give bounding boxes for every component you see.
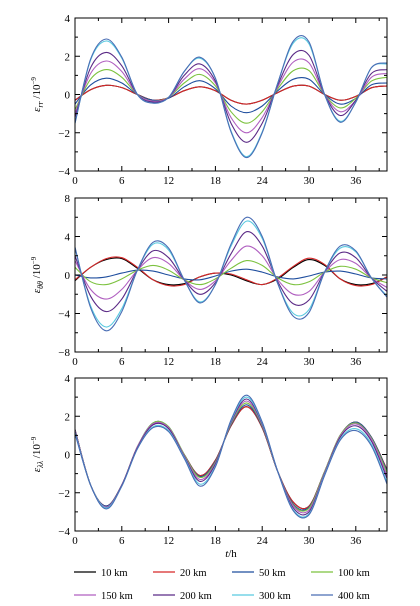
top-series-line-400km (75, 34, 387, 159)
middle-y-axis-label: εθθ /10−9 (30, 256, 45, 293)
bottom-x-tick-label: 12 (163, 535, 174, 547)
legend-label: 20 km (180, 568, 207, 579)
middle-y-tick-label: −8 (58, 347, 70, 359)
top-y-tick-label: −2 (58, 128, 70, 140)
top-x-tick-label: 24 (257, 175, 269, 187)
legend: 10 km 20 km 50 km 100 km 150 km 200 km 300 km 4… (74, 568, 370, 602)
middle-x-tick-label: 24 (257, 356, 269, 368)
bottom-x-tick-label: 6 (119, 535, 125, 547)
bottom-series-line-300km (75, 396, 387, 518)
top-series-line-300km (75, 37, 387, 158)
legend-label: 100 km (338, 568, 370, 579)
middle-panel: 0 6 12 18 24 30 36 −8 −4 0 4 8 εθθ /10−9 (30, 193, 388, 368)
middle-series-line-400km (75, 216, 387, 332)
top-x-tick-label: 0 (72, 175, 78, 187)
top-series-line-50km (75, 77, 387, 114)
bottom-series-line-200km (75, 398, 387, 516)
bottom-x-tick-label: 18 (210, 535, 222, 547)
middle-y-tick-label: 8 (65, 193, 71, 205)
bottom-x-tick-label: 30 (304, 535, 316, 547)
bottom-y-axis-label: ελλ /10−9 (30, 436, 45, 472)
bottom-series-line-400km (75, 394, 387, 519)
middle-series-line-100km (75, 259, 387, 286)
top-y-tick-label: 0 (65, 90, 71, 102)
middle-series-line-50km (75, 268, 387, 281)
legend-label: 200 km (180, 591, 212, 602)
top-y-tick-label: 4 (65, 13, 71, 25)
bottom-x-tick-label: 0 (72, 535, 78, 547)
bottom-y-tick-label: 2 (65, 411, 71, 423)
top-x-tick-label: 12 (163, 175, 174, 187)
top-x-tick-label: 6 (119, 175, 125, 187)
top-x-tick-label: 36 (350, 175, 362, 187)
legend-label: 300 km (259, 591, 291, 602)
bottom-series-group (75, 394, 387, 519)
x-axis-label: t/h (225, 548, 237, 560)
top-series-line-100km (75, 67, 387, 124)
legend-label: 150 km (101, 591, 133, 602)
top-plot-frame (74, 17, 388, 172)
bottom-y-tick-label: −4 (58, 526, 70, 538)
middle-x-tick-label: 30 (304, 356, 316, 368)
middle-x-tick-label: 0 (72, 356, 78, 368)
middle-series-group (75, 216, 387, 332)
top-series-line-20km (75, 84, 387, 105)
middle-y-tick-label: 4 (65, 232, 71, 244)
middle-x-tick-label: 6 (119, 356, 125, 368)
middle-series-line-150km (75, 245, 387, 300)
top-x-tick-label: 18 (210, 175, 222, 187)
top-series-line-200km (75, 49, 387, 143)
legend-label: 400 km (338, 591, 370, 602)
legend-label: 50 km (259, 568, 286, 579)
top-series-line-150km (75, 58, 387, 134)
bottom-y-tick-label: 0 (65, 450, 71, 462)
bottom-series-line-150km (75, 400, 387, 514)
top-y-axis-label: εrr /10−9 (30, 77, 45, 112)
bottom-y-tick-label: 4 (65, 373, 71, 385)
legend-label: 10 km (101, 568, 128, 579)
bottom-x-tick-label: 36 (350, 535, 362, 547)
bottom-x-tick-label: 24 (257, 535, 269, 547)
top-y-tick-label: −4 (58, 166, 70, 178)
middle-x-tick-label: 18 (210, 356, 222, 368)
middle-y-tick-label: 0 (65, 270, 71, 282)
middle-series-line-300km (75, 220, 387, 328)
top-series-group (75, 34, 387, 159)
top-x-tick-label: 30 (304, 175, 316, 187)
middle-x-tick-label: 36 (350, 356, 362, 368)
bottom-plot-frame (74, 377, 388, 532)
bottom-y-tick-label: −2 (58, 488, 70, 500)
top-y-tick-label: 2 (65, 51, 71, 63)
middle-x-tick-label: 12 (163, 356, 174, 368)
middle-series-line-20km (75, 256, 387, 287)
middle-series-line-200km (75, 231, 387, 313)
middle-y-tick-label: −4 (58, 309, 70, 321)
